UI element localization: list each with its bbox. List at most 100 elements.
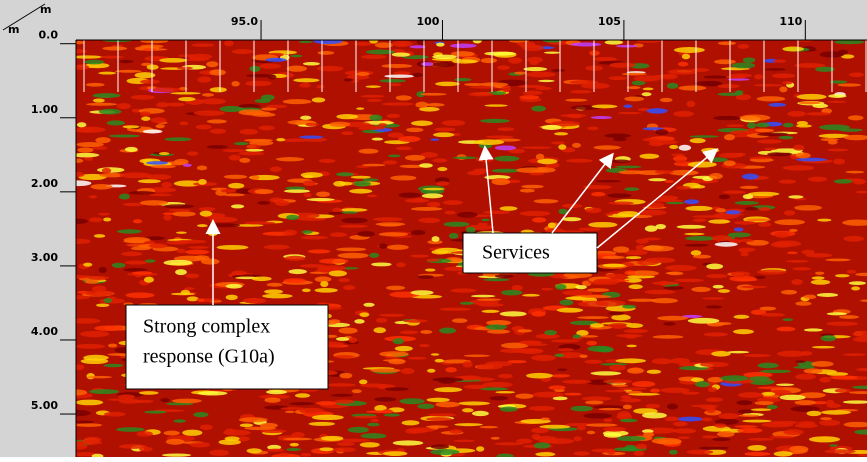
texture	[366, 85, 381, 88]
texture	[92, 93, 120, 98]
texture	[295, 393, 310, 397]
texture	[392, 53, 411, 57]
texture	[536, 87, 552, 90]
texture	[343, 78, 353, 81]
texture	[286, 448, 301, 451]
texture	[494, 156, 519, 162]
texture	[177, 67, 193, 70]
texture	[238, 152, 264, 156]
texture	[436, 181, 449, 186]
texture	[139, 391, 159, 395]
texture	[774, 451, 793, 456]
texture	[788, 195, 803, 198]
texture	[674, 279, 703, 283]
texture	[626, 323, 643, 328]
texture	[512, 285, 523, 291]
texture	[98, 213, 109, 216]
texture	[518, 340, 542, 344]
texture	[749, 157, 771, 160]
texture	[382, 102, 414, 105]
texture	[371, 262, 391, 266]
texture	[667, 272, 683, 276]
texture	[301, 236, 328, 240]
texture	[428, 413, 457, 416]
texture	[384, 74, 415, 77]
texture	[551, 69, 565, 72]
texture	[118, 394, 135, 399]
texture	[432, 158, 447, 162]
texture	[629, 284, 643, 289]
texture	[426, 259, 439, 262]
texture	[98, 72, 116, 75]
texture	[333, 181, 346, 187]
texture	[420, 93, 447, 96]
texture	[487, 329, 510, 333]
texture	[366, 410, 393, 413]
texture	[761, 313, 785, 317]
texture	[329, 270, 347, 276]
texture	[169, 209, 192, 212]
texture	[811, 280, 830, 285]
texture	[516, 167, 548, 173]
texture	[686, 101, 695, 107]
texture	[396, 42, 406, 47]
texture	[187, 151, 198, 155]
texture	[141, 117, 150, 121]
texture	[243, 298, 262, 303]
texture	[426, 103, 445, 107]
texture	[445, 367, 456, 372]
texture	[743, 354, 771, 357]
texture	[450, 44, 477, 48]
texture	[231, 204, 244, 208]
texture	[577, 316, 609, 319]
texture	[484, 104, 507, 106]
texture	[733, 329, 754, 334]
texture	[751, 408, 771, 411]
x-unit: m	[40, 3, 51, 16]
texture	[757, 132, 789, 136]
texture	[223, 430, 251, 436]
texture	[646, 404, 661, 409]
texture	[806, 112, 831, 115]
texture	[102, 168, 111, 174]
texture	[562, 217, 581, 221]
texture	[77, 122, 87, 127]
texture	[737, 428, 762, 433]
texture	[478, 303, 504, 307]
texture	[185, 273, 199, 278]
texture	[527, 57, 543, 63]
texture	[147, 64, 159, 69]
texture	[202, 93, 214, 97]
texture	[299, 41, 313, 43]
texture	[387, 114, 400, 118]
texture	[405, 155, 425, 161]
texture	[76, 400, 104, 406]
texture	[436, 402, 460, 408]
texture	[544, 51, 560, 53]
texture	[468, 92, 493, 96]
texture	[86, 83, 105, 87]
texture	[170, 92, 200, 94]
texture	[693, 255, 711, 259]
texture	[724, 134, 735, 140]
texture	[85, 60, 105, 65]
texture	[586, 423, 618, 426]
texture	[604, 418, 613, 422]
texture	[769, 436, 794, 439]
texture	[573, 334, 582, 338]
texture	[418, 275, 434, 279]
texture	[557, 368, 567, 371]
texture	[691, 287, 711, 292]
texture	[301, 453, 311, 457]
texture	[677, 417, 703, 422]
texture	[811, 361, 833, 367]
texture	[783, 123, 794, 128]
texture	[776, 383, 794, 385]
texture	[531, 355, 556, 361]
texture	[341, 211, 358, 213]
texture	[460, 302, 474, 305]
texture	[408, 357, 427, 360]
texture	[425, 268, 435, 271]
texture	[176, 231, 187, 233]
texture	[433, 132, 454, 137]
